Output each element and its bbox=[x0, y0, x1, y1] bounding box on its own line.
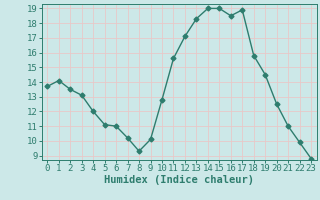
X-axis label: Humidex (Indice chaleur): Humidex (Indice chaleur) bbox=[104, 175, 254, 185]
